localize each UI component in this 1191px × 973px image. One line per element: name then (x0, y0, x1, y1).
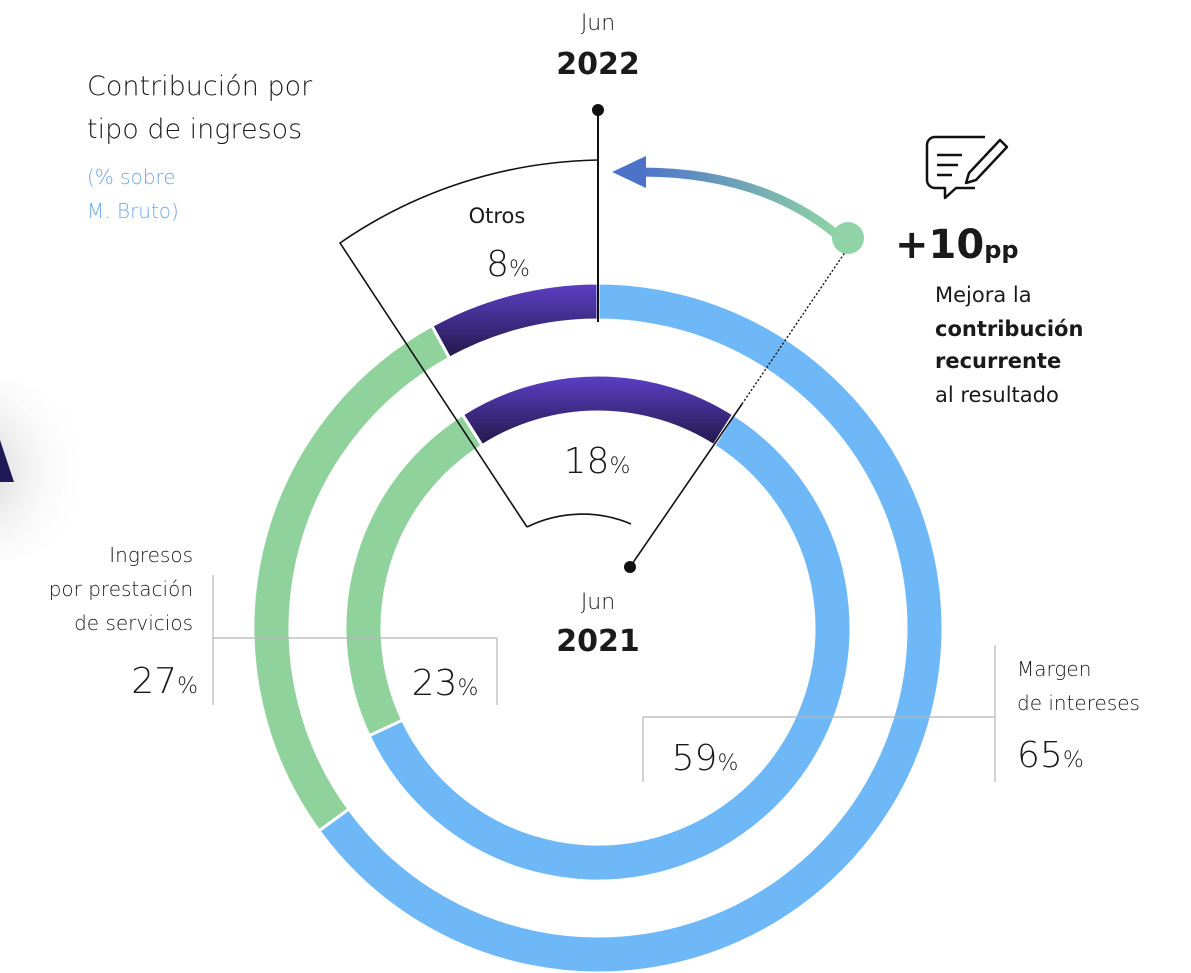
year-label: 2021 (556, 624, 640, 659)
title-line: tipo de ingresos (87, 114, 302, 145)
note-line: recurrente (935, 349, 1061, 373)
ring-segment (367, 412, 853, 883)
subtitle-line: (% sobre (87, 165, 176, 189)
ring-segment (429, 281, 600, 361)
delta-value: +10 (895, 222, 984, 268)
connector (629, 403, 743, 568)
ring-segment (316, 281, 945, 973)
ring-segment (460, 373, 736, 448)
decoration (0, 380, 90, 560)
value-label: 59% (672, 738, 739, 779)
arrow (639, 167, 839, 238)
subtitle-line: M. Bruto) (87, 199, 179, 223)
note-line: al resultado (935, 383, 1059, 407)
category-label: de servicios (74, 611, 193, 635)
delta-unit: pp (984, 236, 1018, 264)
dot (624, 561, 636, 573)
period-label: Jun (581, 11, 615, 36)
value-label: 8% (486, 244, 530, 285)
period-label: Jun (581, 590, 615, 615)
connector-dotted (741, 241, 853, 405)
note-line: contribución (935, 317, 1083, 341)
arrow-origin (832, 222, 864, 254)
value-label: 23% (412, 663, 479, 704)
year-label: 2022 (556, 47, 640, 82)
category-label: Margen (1017, 657, 1091, 681)
guides (212, 575, 996, 782)
value-label: 18% (564, 441, 631, 482)
delta: +10pp (895, 222, 1019, 268)
note-line: Mejora la (935, 283, 1032, 307)
icon (925, 135, 1009, 200)
category-label: Ingresos (109, 543, 193, 567)
category-label: por prestación (49, 577, 193, 601)
wedge-arc (526, 513, 632, 528)
title-line: Contribución por (87, 71, 313, 102)
decoration (0, 440, 14, 482)
dot (592, 104, 604, 116)
category-label: de intereses (1017, 691, 1140, 715)
value-label: 27% (131, 661, 198, 702)
category-label: Otros (469, 204, 526, 228)
wedge-outline (338, 159, 599, 528)
value-label: 65% (1017, 735, 1084, 776)
arrow-head (612, 156, 646, 188)
